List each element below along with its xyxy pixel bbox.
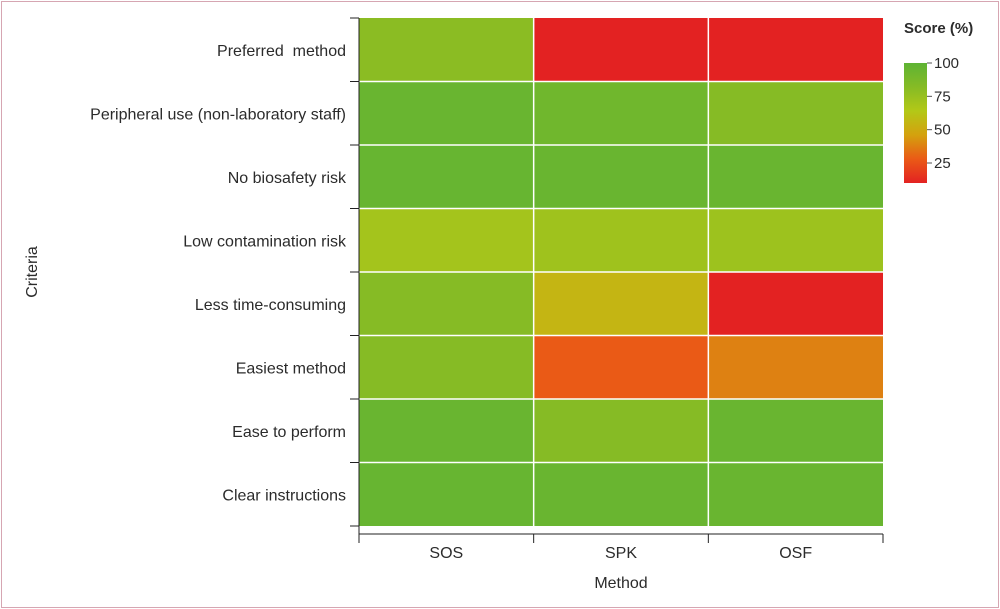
x-axis-title: Method xyxy=(594,575,647,592)
y-axis-title: Criteria xyxy=(24,246,41,298)
cell-gridlines xyxy=(359,18,883,526)
heatmap-cell xyxy=(359,399,534,463)
row-label: Low contamination risk xyxy=(183,233,347,250)
row-label: Less time-consuming xyxy=(195,297,346,314)
heatmap-cell xyxy=(533,208,709,272)
colorbar-tick-label: 25 xyxy=(934,155,951,172)
heatmap-cell xyxy=(708,335,883,399)
heatmap-cell xyxy=(708,18,883,82)
heatmap-cell xyxy=(533,462,709,526)
heatmap-cell xyxy=(359,81,534,145)
row-label: Peripheral use (non-laboratory staff) xyxy=(90,106,346,123)
colorbar-gradient xyxy=(904,63,927,183)
heatmap-cell xyxy=(359,462,534,526)
colorbar-tick-label: 50 xyxy=(934,122,951,139)
heatmap-cell xyxy=(708,81,883,145)
heatmap-cell xyxy=(708,399,883,463)
heatmap-cell xyxy=(533,399,709,463)
column-label: SOS xyxy=(429,545,463,562)
heatmap-cell xyxy=(533,145,709,209)
heatmap-cell xyxy=(359,272,534,336)
colorbar-legend: Score (%) 100 75 50 25 xyxy=(904,20,973,183)
row-labels: Preferred method Peripheral use (non-labo… xyxy=(90,43,347,505)
colorbar-tick-label: 100 xyxy=(934,55,959,72)
heatmap-cell xyxy=(359,145,534,209)
heatmap-cell xyxy=(533,335,709,399)
colorbar-title: Score (%) xyxy=(904,20,973,37)
axes xyxy=(350,17,884,543)
heatmap-cell xyxy=(533,81,709,145)
heatmap-cells xyxy=(359,18,883,526)
row-label: Ease to perform xyxy=(232,424,346,441)
row-label: Preferred method xyxy=(217,43,346,60)
heatmap-cell xyxy=(533,272,709,336)
column-labels: SOS SPK OSF xyxy=(429,545,812,562)
heatmap-cell xyxy=(708,208,883,272)
row-label: Clear instructions xyxy=(222,487,346,504)
heatmap-cell xyxy=(708,272,883,336)
heatmap-cell xyxy=(359,335,534,399)
heatmap-cell xyxy=(359,208,534,272)
heatmap-cell xyxy=(533,18,709,82)
row-label: Easiest method xyxy=(236,360,346,377)
column-label: SPK xyxy=(605,545,637,562)
colorbar-ticks: 100 75 50 25 xyxy=(927,55,959,172)
heatmap-cell xyxy=(708,462,883,526)
heatmap-cell xyxy=(708,145,883,209)
heatmap-cell xyxy=(359,18,534,82)
colorbar-tick-label: 75 xyxy=(934,88,951,105)
row-label: No biosafety risk xyxy=(228,170,347,187)
column-label: OSF xyxy=(779,545,812,562)
